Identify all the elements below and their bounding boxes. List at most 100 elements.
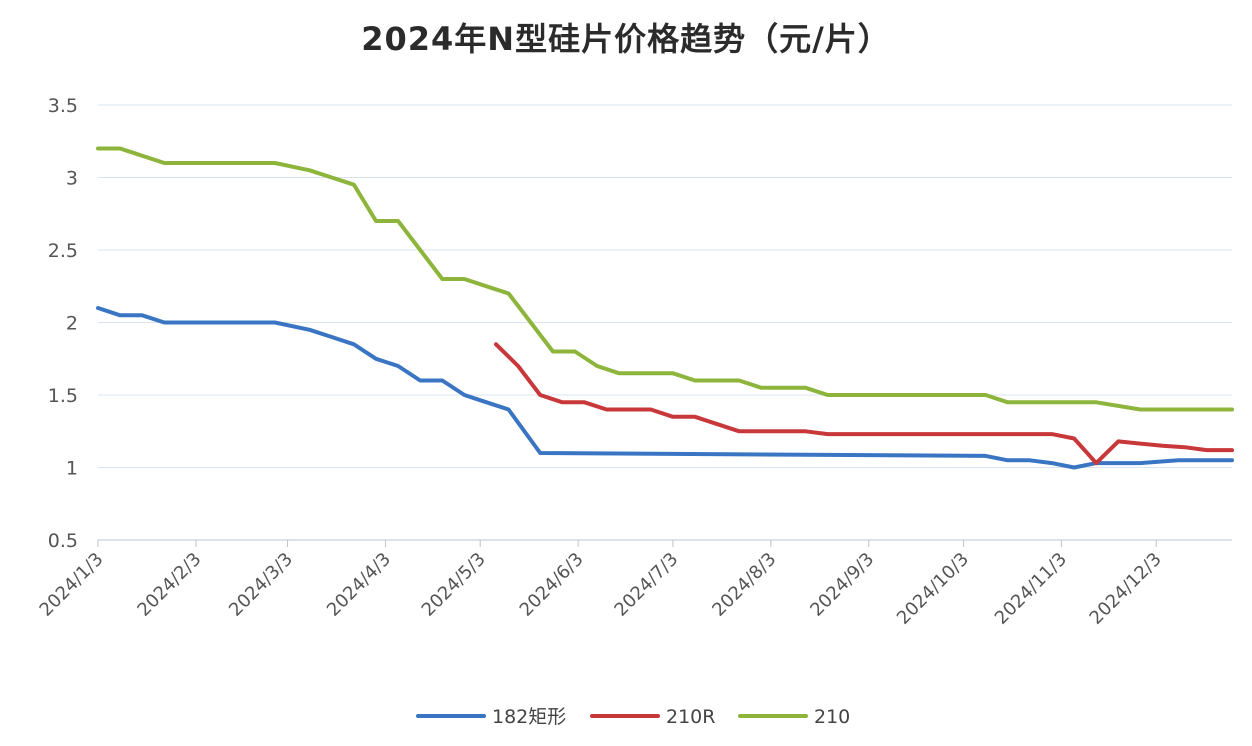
x-tick-label: 2024/12/3 bbox=[1086, 549, 1166, 629]
data-point bbox=[538, 393, 542, 397]
data-point bbox=[374, 219, 378, 223]
data-point bbox=[516, 364, 520, 368]
x-tick-label: 2024/11/3 bbox=[991, 549, 1071, 629]
x-axis: 2024/1/3 2024/2/3 2024/3/3 2024/4/3 2024/5/3… bbox=[36, 539, 1232, 629]
x-tick-label: 2024/10/3 bbox=[893, 549, 973, 629]
data-point bbox=[494, 342, 498, 346]
data-point bbox=[162, 161, 166, 165]
data-point bbox=[462, 277, 466, 281]
data-point bbox=[560, 400, 564, 404]
data-point bbox=[1205, 448, 1209, 452]
data-point bbox=[273, 321, 277, 324]
y-tick-label: 3.5 bbox=[48, 95, 78, 117]
data-point bbox=[826, 432, 830, 436]
data-point bbox=[1230, 458, 1234, 462]
data-point bbox=[162, 321, 166, 324]
data-point bbox=[573, 350, 577, 353]
series-1 bbox=[494, 342, 1234, 466]
data-point bbox=[1072, 466, 1076, 469]
data-point bbox=[374, 357, 378, 361]
data-point bbox=[671, 371, 675, 375]
y-axis-ticks: 0.5 1 1.5 2 2.5 3 3.5 bbox=[48, 95, 78, 552]
data-point bbox=[693, 415, 697, 419]
x-tick-label: 2024/1/3 bbox=[36, 549, 108, 621]
series-2 bbox=[96, 146, 1234, 412]
data-point bbox=[118, 313, 122, 317]
y-tick-label: 1.5 bbox=[48, 385, 78, 407]
data-point bbox=[1050, 461, 1054, 465]
series-line bbox=[96, 306, 1234, 470]
data-point bbox=[1116, 439, 1120, 443]
data-point bbox=[96, 306, 100, 310]
x-tick-label: 2024/6/3 bbox=[516, 549, 588, 621]
data-point bbox=[1138, 461, 1142, 465]
data-point bbox=[440, 277, 444, 281]
data-point bbox=[507, 408, 511, 411]
data-point bbox=[737, 379, 741, 382]
data-point bbox=[1161, 444, 1165, 448]
data-point bbox=[1230, 408, 1234, 411]
data-point bbox=[308, 328, 312, 332]
chart-title: 2024年N型硅片价格趋势（元/片） bbox=[361, 20, 891, 58]
series-lines bbox=[96, 146, 1234, 470]
data-point bbox=[1183, 445, 1187, 449]
data-point bbox=[396, 364, 400, 368]
data-point bbox=[693, 379, 697, 382]
x-tick-label: 2024/4/3 bbox=[323, 549, 395, 621]
data-point bbox=[418, 379, 422, 382]
data-point bbox=[96, 147, 100, 150]
data-point bbox=[485, 284, 489, 288]
x-tick-label: 2024/9/3 bbox=[806, 549, 878, 621]
data-point bbox=[308, 168, 312, 172]
data-point bbox=[605, 408, 609, 411]
data-point bbox=[1050, 432, 1054, 436]
x-tick-label: 2024/5/3 bbox=[418, 549, 490, 621]
y-tick-label: 1 bbox=[66, 458, 78, 480]
y-tick-label: 3 bbox=[66, 168, 78, 190]
data-point bbox=[1072, 437, 1076, 440]
data-point bbox=[984, 393, 988, 397]
data-point bbox=[118, 147, 122, 150]
data-point bbox=[617, 371, 621, 375]
y-tick-label: 2 bbox=[66, 313, 78, 335]
data-point bbox=[671, 415, 675, 419]
data-point bbox=[440, 379, 444, 382]
x-tick-label: 2024/7/3 bbox=[610, 549, 682, 621]
y-tick-label: 0.5 bbox=[48, 530, 78, 552]
series-0 bbox=[96, 306, 1234, 470]
data-point bbox=[826, 393, 830, 397]
data-point bbox=[737, 429, 741, 433]
data-point bbox=[462, 393, 466, 397]
data-point bbox=[538, 451, 542, 455]
data-point bbox=[273, 161, 277, 165]
data-point bbox=[551, 350, 555, 353]
data-point bbox=[804, 386, 808, 390]
data-point bbox=[507, 292, 511, 295]
data-point bbox=[1094, 461, 1098, 465]
data-point bbox=[1028, 458, 1032, 462]
legend-label: 210 bbox=[814, 706, 850, 728]
data-point bbox=[1006, 458, 1010, 462]
x-tick-label: 2024/3/3 bbox=[225, 549, 297, 621]
data-point bbox=[1176, 458, 1180, 462]
data-point bbox=[1138, 408, 1142, 411]
data-point bbox=[595, 364, 599, 368]
data-point bbox=[804, 429, 808, 433]
x-tick-label: 2024/8/3 bbox=[708, 549, 780, 621]
data-point bbox=[1230, 448, 1234, 452]
data-point bbox=[352, 342, 356, 346]
data-point bbox=[759, 386, 763, 390]
data-point bbox=[140, 313, 144, 317]
data-point bbox=[1094, 400, 1098, 404]
data-point bbox=[582, 400, 586, 404]
x-tick-label: 2024/2/3 bbox=[133, 549, 205, 621]
series-line bbox=[96, 146, 1234, 412]
data-point bbox=[1006, 400, 1010, 404]
data-point bbox=[330, 335, 334, 339]
data-point bbox=[485, 400, 489, 404]
series-line bbox=[494, 342, 1234, 466]
legend-label: 182矩形 bbox=[492, 706, 566, 728]
y-tick-label: 2.5 bbox=[48, 240, 78, 262]
data-point bbox=[649, 408, 653, 411]
